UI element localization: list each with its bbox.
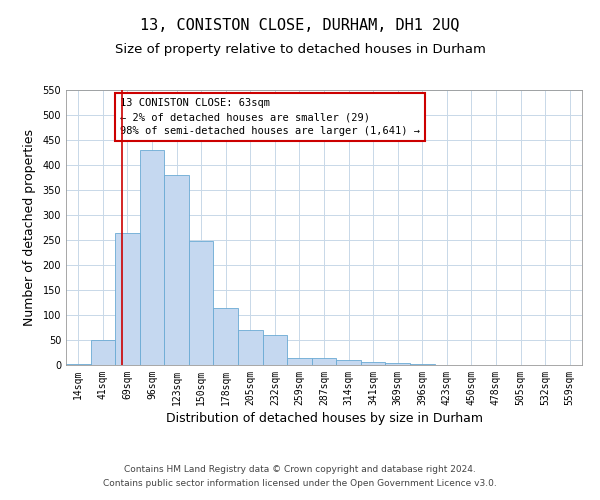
Bar [238, 330, 263, 365]
Text: Size of property relative to detached houses in Durham: Size of property relative to detached ho… [115, 42, 485, 56]
Bar [140, 150, 164, 365]
X-axis label: Distribution of detached houses by size in Durham: Distribution of detached houses by size … [166, 412, 482, 425]
Bar [91, 340, 115, 365]
Bar [189, 241, 214, 365]
Bar [385, 362, 410, 365]
Bar [66, 364, 91, 365]
Bar [361, 362, 385, 365]
Bar [263, 335, 287, 365]
Y-axis label: Number of detached properties: Number of detached properties [23, 129, 35, 326]
Bar [287, 358, 312, 365]
Bar [312, 358, 336, 365]
Bar [484, 364, 508, 365]
Bar [434, 364, 459, 365]
Bar [164, 175, 189, 365]
Text: 13, CONISTON CLOSE, DURHAM, DH1 2UQ: 13, CONISTON CLOSE, DURHAM, DH1 2UQ [140, 18, 460, 32]
Bar [214, 308, 238, 365]
Bar [336, 360, 361, 365]
Bar [410, 364, 434, 365]
Bar [115, 232, 140, 365]
Text: 13 CONISTON CLOSE: 63sqm
← 2% of detached houses are smaller (29)
98% of semi-de: 13 CONISTON CLOSE: 63sqm ← 2% of detache… [120, 98, 420, 136]
Text: Contains HM Land Registry data © Crown copyright and database right 2024.
Contai: Contains HM Land Registry data © Crown c… [103, 466, 497, 487]
